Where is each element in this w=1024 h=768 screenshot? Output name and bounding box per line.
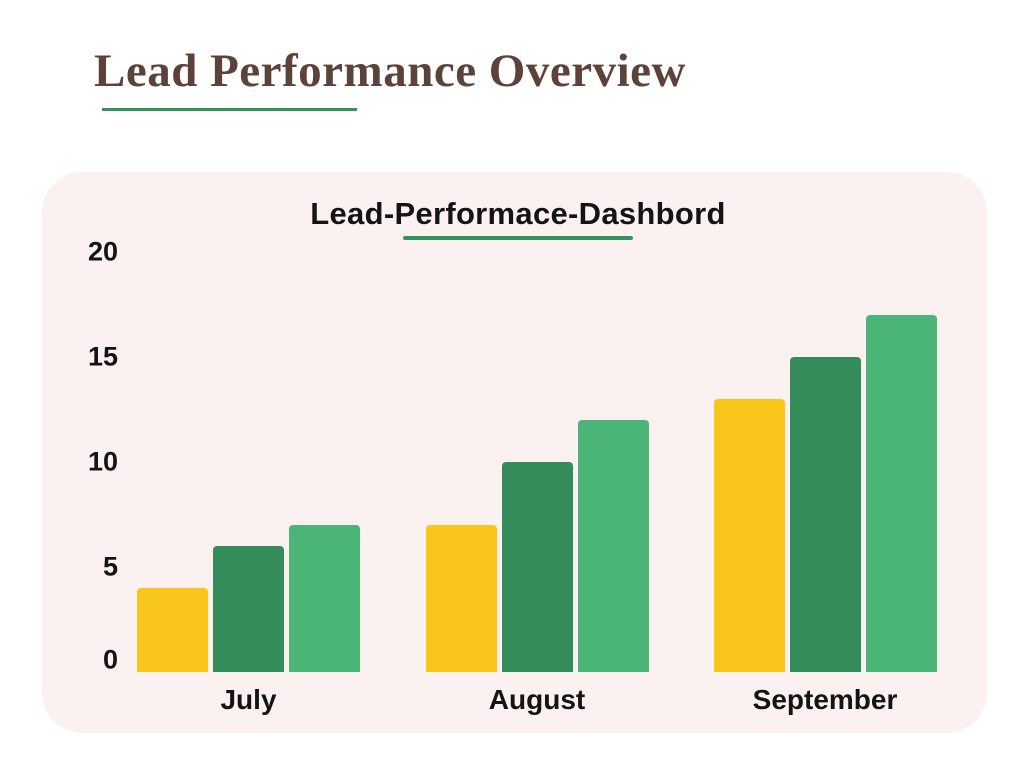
page-title: Lead Performance Overview [94, 45, 686, 97]
plot-area: July August September 0 5 10 15 20 [42, 172, 987, 733]
x-axis-label-september: September [752, 684, 898, 715]
bar-july-light-green [289, 525, 360, 672]
chart-title-underline [403, 236, 633, 240]
bar-july-yellow [137, 588, 208, 672]
bar-september-dark-green [789, 357, 861, 672]
x-axis-label-august: August [488, 684, 586, 715]
page-title-underline [102, 108, 357, 111]
bar-august-yellow [425, 525, 497, 672]
bar-september-light-green [865, 315, 937, 672]
bar-september-yellow [713, 399, 785, 672]
bar-august-dark-green [501, 462, 573, 672]
y-axis-tick-15: 15 [87, 341, 118, 372]
chart-title: Lead-Performace-Dashbord [310, 196, 726, 231]
chart-panel: Lead-Performace-Dashbord July August Septe… [42, 172, 987, 733]
y-axis-tick-20: 20 [87, 236, 118, 267]
bar-july-dark-green [213, 546, 284, 672]
x-axis-label-july: July [220, 684, 277, 715]
y-axis-tick-0: 0 [102, 644, 118, 675]
y-axis-tick-10: 10 [87, 446, 118, 477]
y-axis-tick-5: 5 [102, 551, 118, 582]
bar-august-light-green [577, 420, 649, 672]
